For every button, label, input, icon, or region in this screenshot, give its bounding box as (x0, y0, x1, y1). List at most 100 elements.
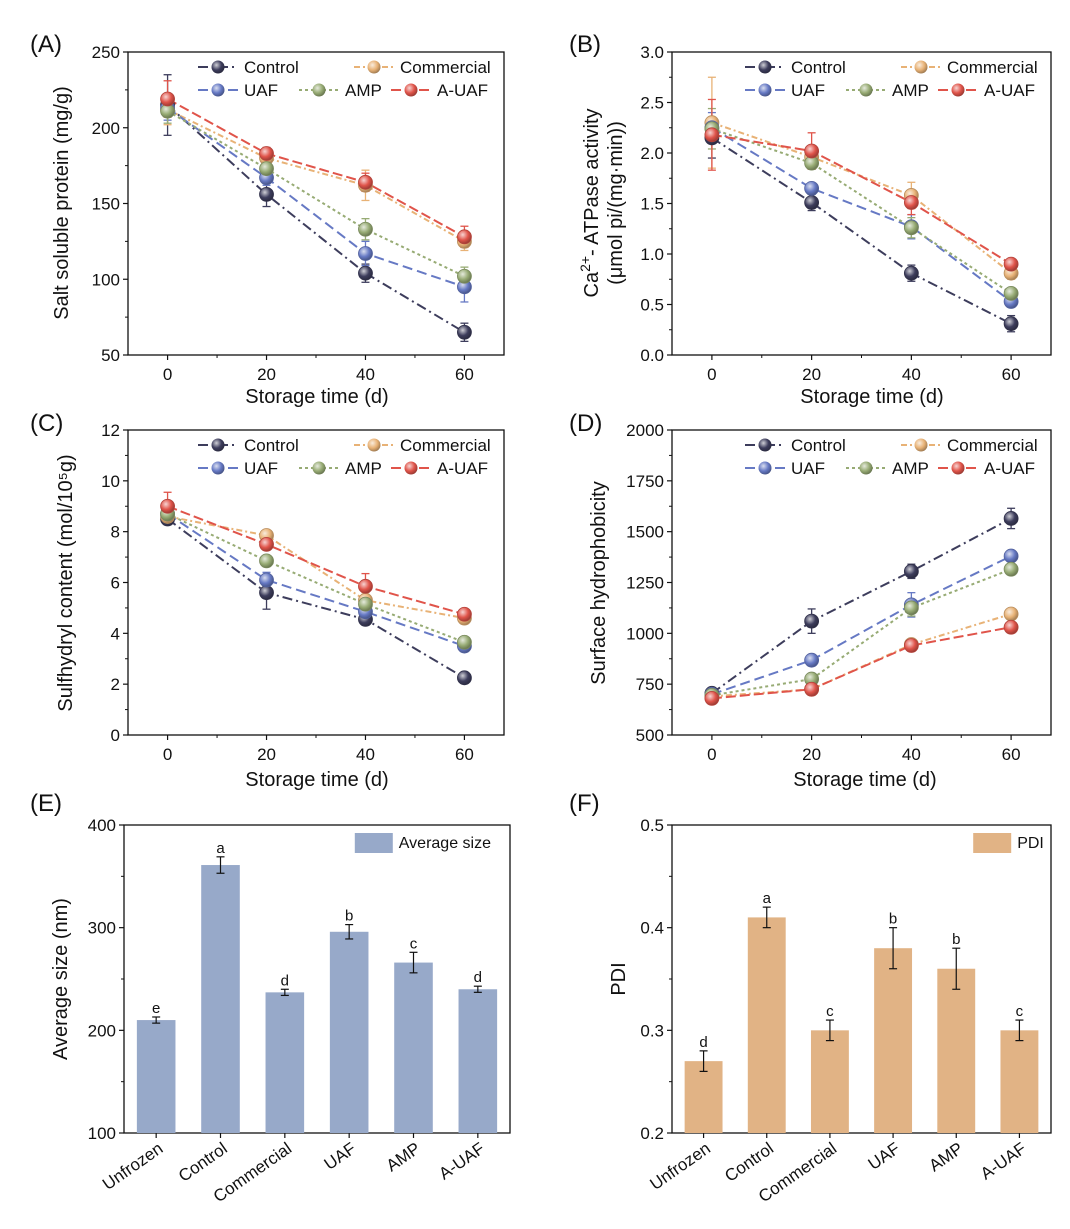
x-tick-label: Control (721, 1139, 777, 1186)
series-line-uaf (167, 513, 465, 647)
data-point-commercial (1003, 606, 1019, 622)
y-tick-label: 300 (88, 919, 116, 938)
significance-letter: c (410, 935, 418, 952)
bar-uaf (329, 931, 369, 1133)
x-tick-label: 60 (1002, 745, 1021, 764)
legend-label: Average size (399, 835, 491, 852)
bar-unfrozen (684, 1061, 723, 1133)
data-point-amp (903, 600, 919, 616)
legend-label: Control (244, 436, 299, 455)
data-point-a-uaf (160, 91, 175, 107)
y-tick-label: 1750 (626, 472, 664, 491)
data-point-amp (259, 553, 274, 569)
panel-label: (C) (30, 410, 63, 437)
data-point-a-uaf (457, 229, 472, 245)
y-tick-label: 2000 (626, 421, 664, 440)
x-tick-label: 20 (257, 745, 276, 764)
legend-label: A-UAF (437, 459, 488, 478)
legend-marker (404, 461, 418, 475)
x-tick-label: Control (175, 1139, 231, 1186)
y-axis-label-unit: (μmol pi/(mg·min)) (605, 121, 627, 285)
y-tick-label: 750 (636, 675, 664, 694)
y-tick-label: 100 (92, 270, 120, 289)
data-point-amp (1003, 561, 1019, 577)
x-tick-label: A-UAF (435, 1139, 488, 1184)
data-point-a-uaf (1003, 619, 1019, 635)
x-tick-label: Unfrozen (646, 1139, 713, 1194)
plot-frame (671, 824, 1052, 1134)
y-tick-label: 1000 (626, 624, 664, 643)
panel-label: (F) (569, 790, 600, 817)
series-line-amp (167, 512, 465, 644)
y-tick-label: 3.0 (640, 43, 664, 62)
panel-label: (A) (30, 31, 62, 58)
panel-3: (D) 500 750 1000 1250 1500 1750 2000 0 20 40 60 Stor… (569, 410, 1052, 791)
y-tick-label: 0.0 (640, 346, 664, 365)
data-point-control (259, 187, 274, 202)
legend-marker (859, 461, 873, 475)
data-point-control (457, 324, 472, 340)
data-point-a-uaf (160, 498, 175, 514)
series-line-a-uaf (167, 505, 465, 616)
legend-label: AMP (345, 81, 382, 100)
y-tick-label: 0.5 (640, 816, 664, 835)
x-tick-label: 60 (1002, 365, 1021, 384)
legend-label: UAF (791, 459, 825, 478)
series-line-amp (711, 568, 1012, 697)
y-axis-label: Average size (nm) (50, 898, 72, 1060)
legend-marker (758, 438, 772, 452)
x-tick-label: 20 (802, 365, 821, 384)
x-axis-label: Storage time (d) (793, 769, 936, 791)
y-tick-label: 0.3 (640, 1021, 664, 1040)
y-tick-label: 1250 (626, 574, 664, 593)
bar-commercial (265, 992, 305, 1133)
bar-control (201, 865, 240, 1133)
x-tick-label: 0 (707, 745, 716, 764)
data-point-uaf (259, 572, 274, 588)
data-point-control (903, 265, 919, 281)
significance-letter: a (763, 890, 772, 907)
data-point-uaf (358, 246, 373, 261)
data-point-a-uaf (903, 638, 919, 653)
data-point-control (1003, 316, 1019, 332)
data-point-amp (1003, 285, 1019, 301)
legend-marker (211, 83, 225, 97)
significance-letter: d (281, 972, 289, 989)
legend-label: Commercial (947, 436, 1038, 455)
significance-letter: b (345, 908, 353, 925)
data-point-amp (259, 161, 274, 177)
y-tick-label: 6 (111, 574, 120, 593)
legend-label: AMP (892, 459, 929, 478)
data-point-amp (457, 268, 472, 284)
legend-marker (914, 60, 928, 74)
legend-marker (951, 83, 965, 97)
significance-letter: b (952, 931, 960, 948)
bar-control (747, 917, 786, 1133)
legend-label: AMP (345, 459, 382, 478)
data-point-a-uaf (358, 174, 373, 190)
series-line-a-uaf (711, 133, 1012, 265)
x-tick-label: AMP (383, 1139, 424, 1176)
panel-4: (E) 100 200 300 400 Average size (nm) e Unfroze… (30, 790, 511, 1206)
x-axis-label: Storage time (d) (245, 769, 388, 791)
x-tick-label: 40 (356, 365, 375, 384)
panel-1: (B) 0.0 0.5 1.0 1.5 2.0 2.5 3.0 0 20 40 60 Storage t… (569, 31, 1052, 408)
legend-marker (367, 438, 381, 452)
x-tick-label: 20 (802, 745, 821, 764)
series-line-commercial (167, 108, 465, 243)
series-line-commercial (711, 121, 1012, 274)
data-point-control (804, 195, 820, 210)
y-tick-label: 200 (92, 119, 120, 138)
data-point-amp (358, 596, 373, 612)
panel-label: (E) (30, 790, 62, 817)
series-line-a-uaf (167, 98, 465, 238)
series-line-uaf (167, 107, 465, 288)
y-tick-label: 0 (111, 726, 120, 745)
series-line-control (711, 137, 1012, 325)
data-point-uaf (1003, 548, 1019, 564)
legend-label: A-UAF (984, 459, 1035, 478)
y-tick-label: 8 (111, 523, 120, 542)
y-tick-label: 250 (92, 43, 120, 62)
data-point-control (358, 265, 373, 281)
y-tick-label: 12 (101, 421, 120, 440)
